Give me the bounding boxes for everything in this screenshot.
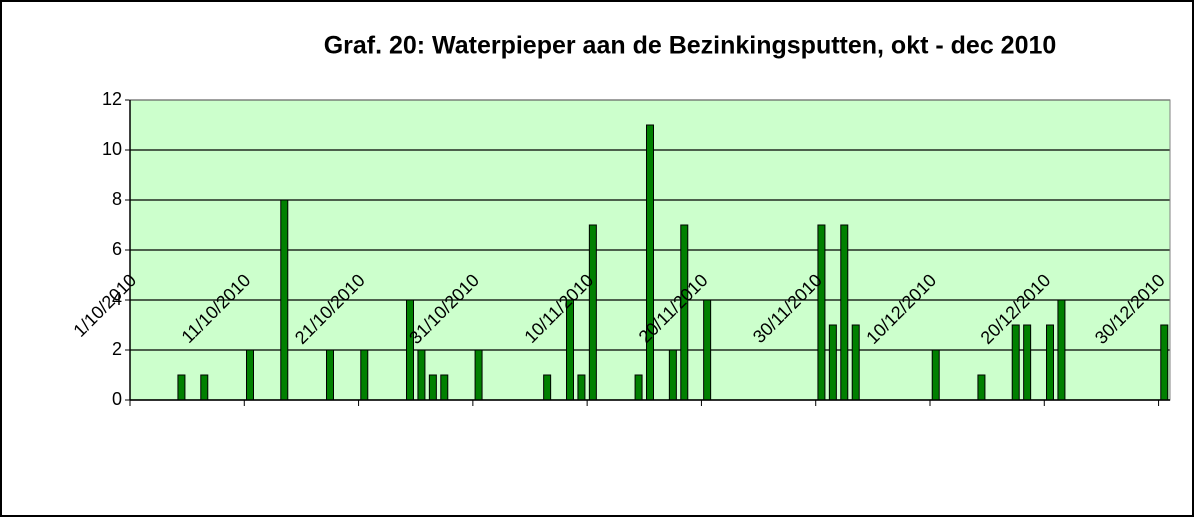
bar (440, 374, 449, 401)
y-tick-label: 12 (102, 89, 122, 109)
bar (280, 199, 289, 401)
y-tick-label: 4 (112, 289, 122, 309)
bar (977, 374, 986, 401)
y-tick-label: 0 (112, 389, 122, 409)
bar (200, 374, 209, 401)
chart-title: Graf. 20: Waterpieper aan de Bezinkingsp… (324, 32, 1057, 60)
y-tick-label: 2 (112, 339, 122, 359)
bar (703, 299, 712, 401)
bar (588, 224, 597, 401)
bar (1046, 324, 1054, 401)
bar (931, 349, 940, 401)
y-tick-label: 8 (112, 189, 122, 209)
bar (828, 324, 837, 401)
bar (1057, 299, 1066, 401)
bar (817, 224, 826, 401)
bar (406, 299, 414, 401)
bar (577, 374, 586, 401)
bar (851, 324, 860, 401)
bar (417, 349, 426, 401)
y-tick-label: 10 (102, 139, 122, 159)
bar (360, 349, 369, 401)
bar (326, 349, 334, 401)
bar (1160, 324, 1169, 401)
bar (1011, 324, 1020, 401)
bar (543, 374, 552, 401)
bar (840, 224, 849, 401)
bar (474, 349, 483, 401)
bar (1023, 324, 1032, 401)
bar (634, 374, 643, 401)
bar (668, 349, 677, 401)
bar (177, 374, 186, 401)
y-tick-label: 6 (112, 239, 122, 259)
bar (246, 349, 254, 401)
bar (566, 299, 574, 401)
bar (646, 124, 654, 401)
bar (428, 374, 437, 401)
